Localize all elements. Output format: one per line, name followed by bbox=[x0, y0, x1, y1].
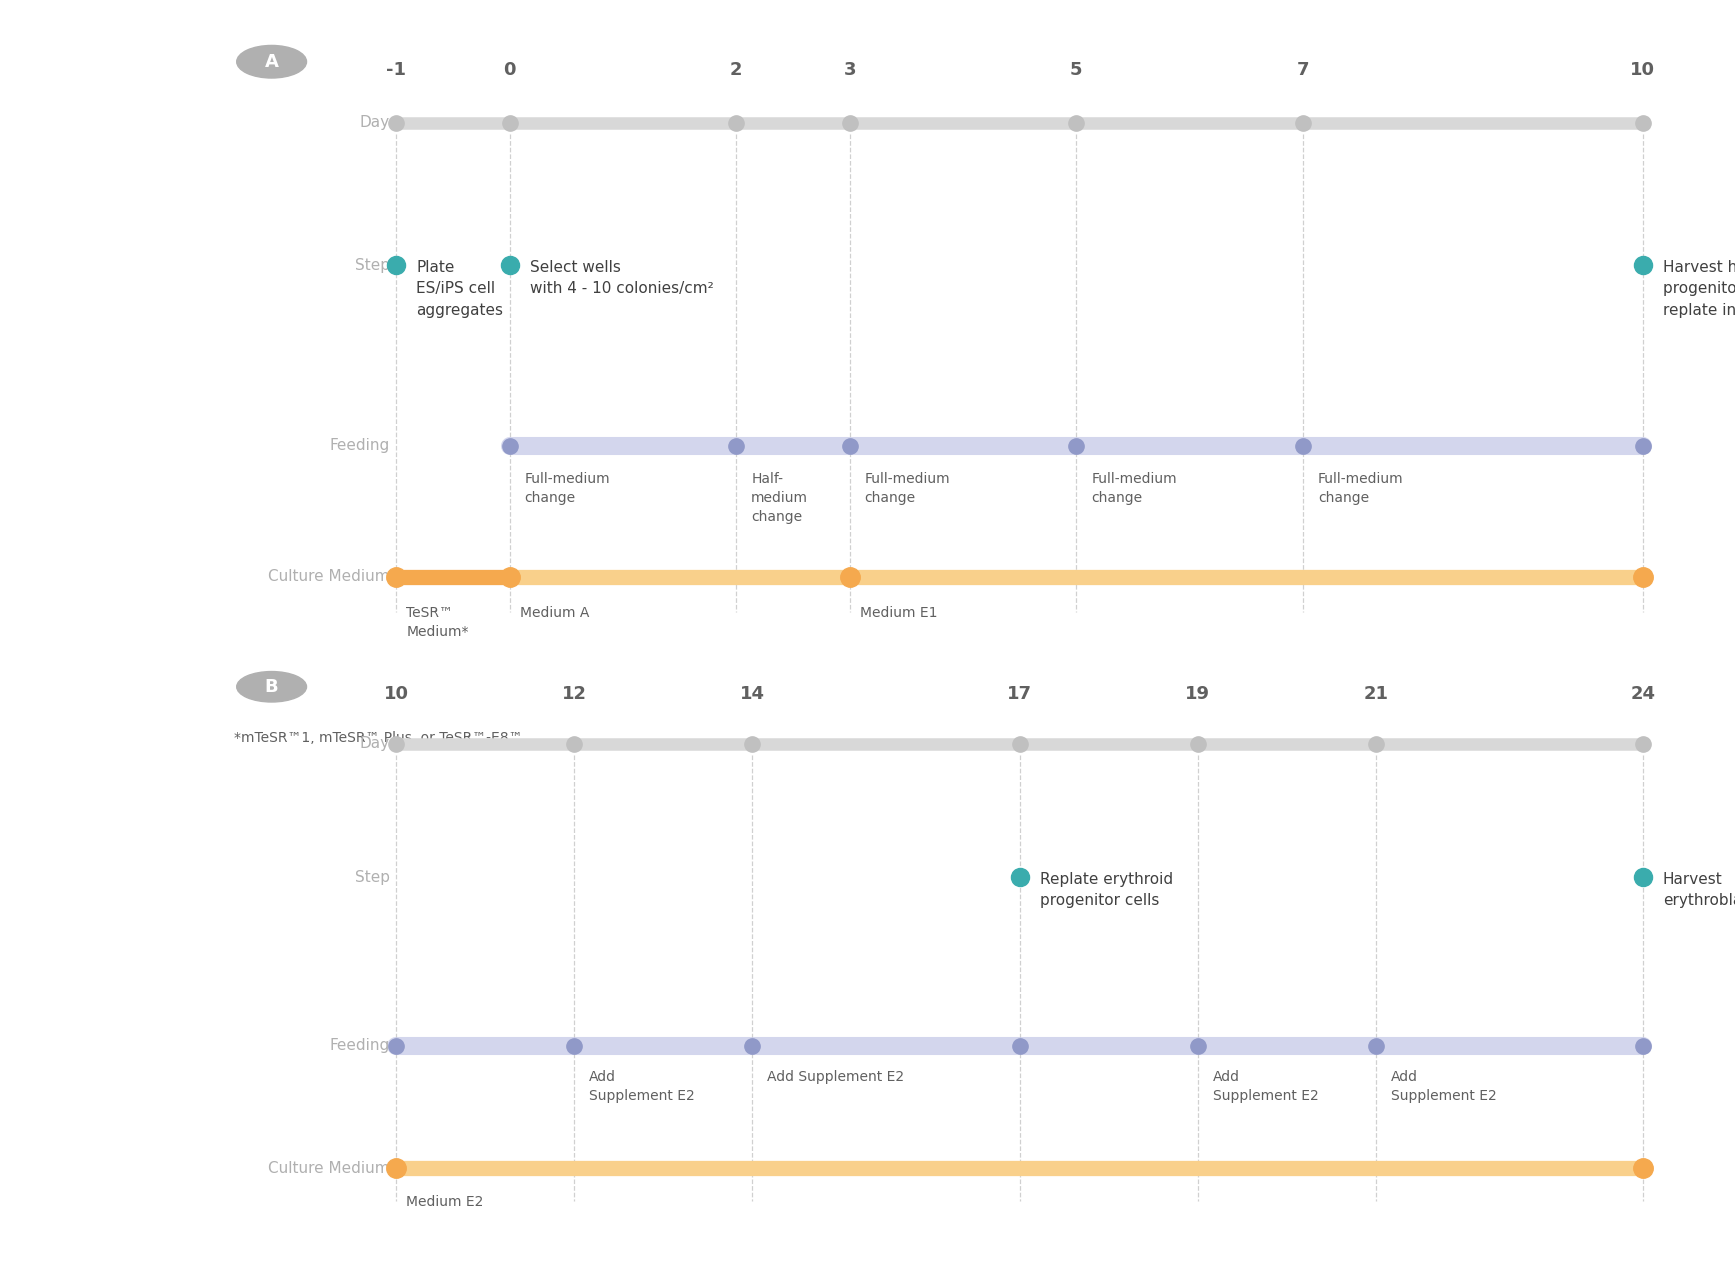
Text: Full-medium
change: Full-medium change bbox=[1319, 472, 1404, 505]
Text: 10: 10 bbox=[383, 686, 409, 703]
Text: Step: Step bbox=[356, 869, 390, 884]
Circle shape bbox=[236, 672, 307, 702]
Circle shape bbox=[236, 46, 307, 78]
Text: *mTeSR™1, mTeSR™ Plus, or TeSR™-E8™: *mTeSR™1, mTeSR™ Plus, or TeSR™-E8™ bbox=[234, 731, 522, 745]
Text: 2: 2 bbox=[730, 61, 743, 80]
Text: Feeding: Feeding bbox=[330, 1039, 390, 1054]
Text: Half-
medium
change: Half- medium change bbox=[751, 472, 809, 524]
Text: Medium E2: Medium E2 bbox=[406, 1195, 484, 1209]
Text: Add
Supplement E2: Add Supplement E2 bbox=[1213, 1070, 1319, 1103]
Text: 21: 21 bbox=[1364, 686, 1388, 703]
Text: Full-medium
change: Full-medium change bbox=[1091, 472, 1176, 505]
Text: Plate
ES/iPS cell
aggregates: Plate ES/iPS cell aggregates bbox=[416, 259, 503, 318]
Text: Full-medium
change: Full-medium change bbox=[864, 472, 951, 505]
Text: Full-medium
change: Full-medium change bbox=[524, 472, 611, 505]
Text: Feeding: Feeding bbox=[330, 438, 390, 453]
Text: 19: 19 bbox=[1185, 686, 1209, 703]
Text: Select wells
with 4 - 10 colonies/cm²: Select wells with 4 - 10 colonies/cm² bbox=[529, 259, 713, 296]
Text: Culture Medium: Culture Medium bbox=[269, 569, 390, 584]
Text: Replate erythroid
progenitor cells: Replate erythroid progenitor cells bbox=[1039, 872, 1173, 908]
Text: Harvest
erythroblasts: Harvest erythroblasts bbox=[1662, 872, 1735, 908]
Text: Medium E1: Medium E1 bbox=[859, 606, 937, 620]
Text: Add
Supplement E2: Add Supplement E2 bbox=[1391, 1070, 1497, 1103]
Text: A: A bbox=[265, 53, 279, 71]
Text: 14: 14 bbox=[739, 686, 765, 703]
Text: Day: Day bbox=[359, 736, 390, 751]
Text: Add Supplement E2: Add Supplement E2 bbox=[767, 1070, 904, 1084]
Text: 10: 10 bbox=[1631, 61, 1655, 80]
Text: 12: 12 bbox=[562, 686, 586, 703]
Text: Step: Step bbox=[356, 258, 390, 273]
Text: 24: 24 bbox=[1631, 686, 1655, 703]
Text: TeSR™
Medium*: TeSR™ Medium* bbox=[406, 606, 468, 639]
Text: 0: 0 bbox=[503, 61, 515, 80]
Text: Medium A: Medium A bbox=[519, 606, 588, 620]
Text: 3: 3 bbox=[843, 61, 855, 80]
Text: 17: 17 bbox=[1006, 686, 1032, 703]
Text: Culture Medium: Culture Medium bbox=[269, 1161, 390, 1175]
Text: B: B bbox=[265, 678, 278, 696]
Text: Day: Day bbox=[359, 115, 390, 130]
Text: 5: 5 bbox=[1070, 61, 1083, 80]
Text: 7: 7 bbox=[1296, 61, 1310, 80]
Text: Add
Supplement E2: Add Supplement E2 bbox=[590, 1070, 696, 1103]
Text: -1: -1 bbox=[387, 61, 406, 80]
Text: Harvest hematopoietic
progenitor cells and
replate in Medium E2: Harvest hematopoietic progenitor cells a… bbox=[1662, 259, 1735, 318]
